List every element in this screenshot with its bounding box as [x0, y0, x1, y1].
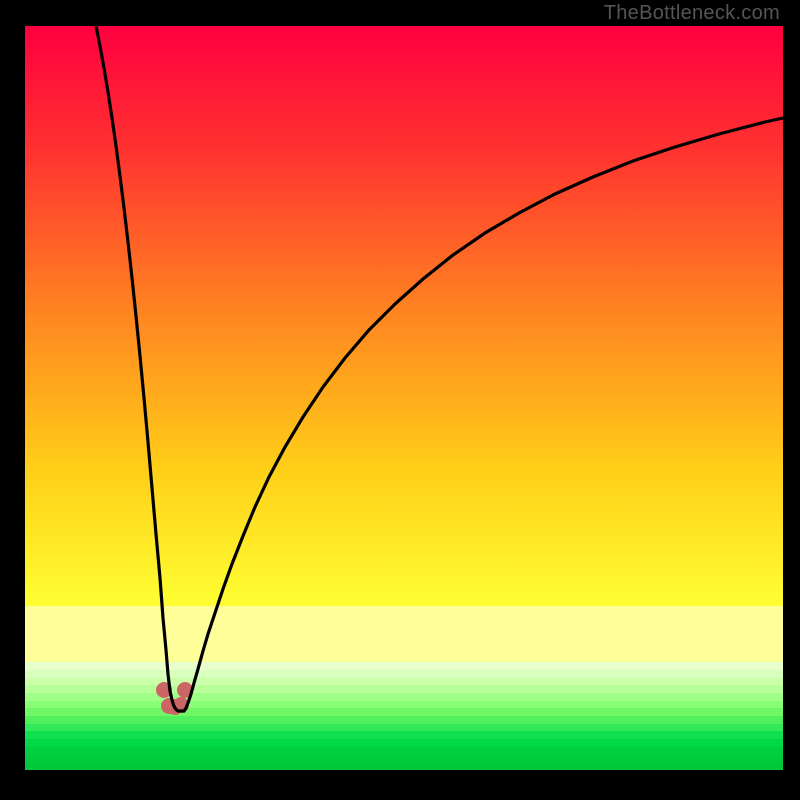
bottleneck-curve [25, 26, 783, 770]
dip-markers [156, 682, 193, 715]
frame-left [0, 0, 25, 800]
chart-container: TheBottleneck.com [0, 0, 800, 800]
watermark-text: TheBottleneck.com [604, 2, 780, 25]
plot-area [25, 26, 783, 770]
bottleneck-curve-line [96, 26, 783, 711]
frame-bottom [0, 770, 800, 800]
frame-right [783, 0, 800, 800]
